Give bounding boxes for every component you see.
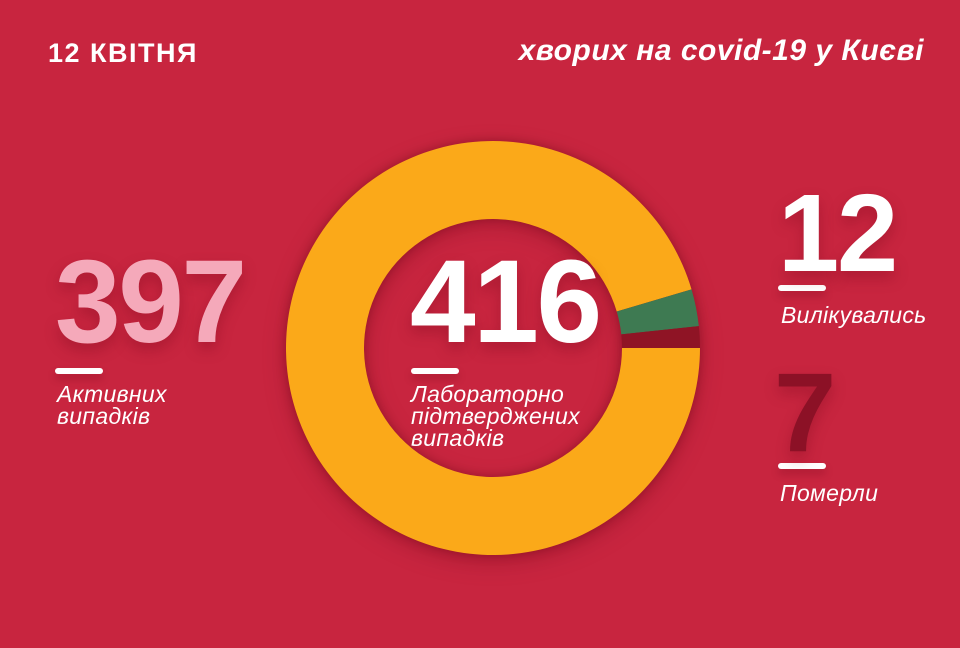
- donut-chart: [285, 141, 700, 556]
- donut-chart-container: [273, 128, 713, 568]
- active-cases-value: 397: [55, 236, 247, 368]
- confirmed-cases-label: Лабораторно підтверджених випадків: [411, 381, 580, 452]
- donut-segment-recovered: [616, 289, 699, 335]
- confirmed-cases-divider: [411, 368, 459, 375]
- confirmed-cases-stat: 416 Лабораторно підтверджених випадків: [410, 236, 602, 452]
- date-label: 12 КВІТНЯ: [48, 38, 198, 68]
- died-value: 7: [774, 350, 836, 475]
- donut-segment-died: [621, 326, 700, 348]
- recovered-value: 12: [778, 172, 898, 295]
- recovered-label: Вилікувались: [781, 301, 927, 328]
- page-title: хворих на covid-19 у Києві: [518, 34, 924, 67]
- recovered-stat: 12 Вилікувались: [778, 172, 927, 328]
- confirmed-cases-value: 416: [410, 236, 602, 368]
- died-label: Померли: [780, 480, 879, 507]
- died-stat: 7 Померли: [774, 350, 879, 507]
- active-cases-divider: [55, 368, 103, 375]
- recovered-divider: [778, 284, 826, 291]
- active-cases-stat: 397 Активних випадків: [55, 236, 247, 430]
- active-cases-label: Активних випадків: [57, 381, 167, 430]
- died-divider: [778, 463, 826, 470]
- donut-segment-active: [285, 141, 700, 556]
